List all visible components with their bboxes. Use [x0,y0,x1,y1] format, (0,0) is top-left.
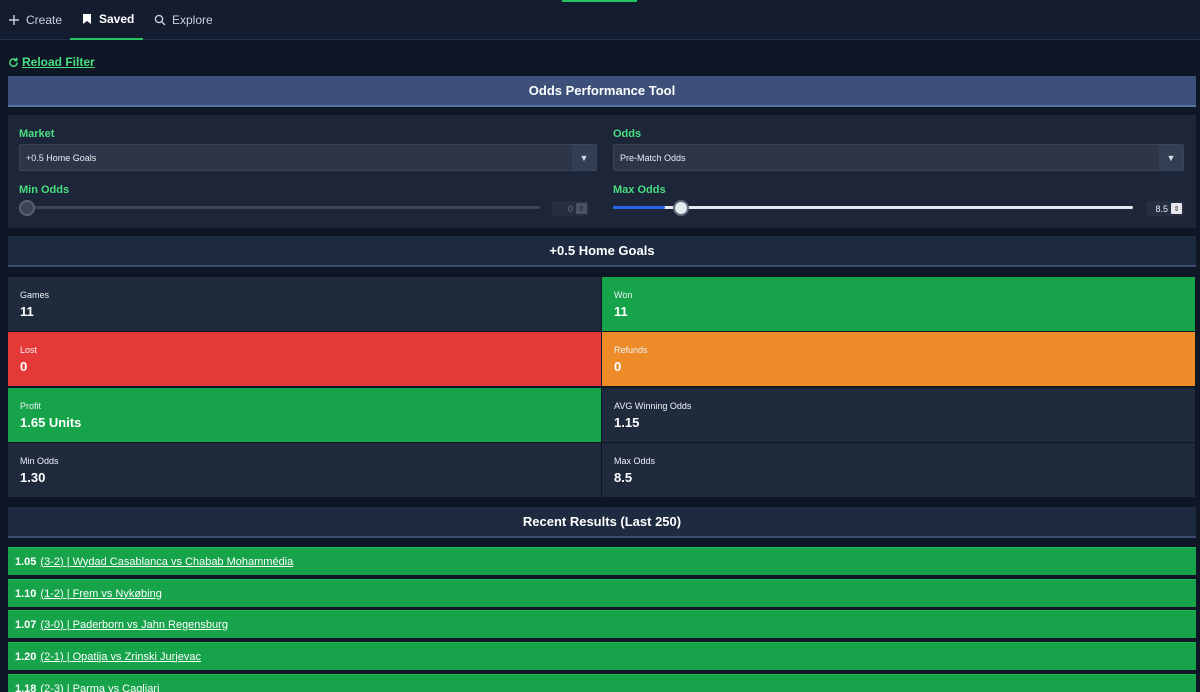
stat-label: Games [20,290,50,300]
result-link[interactable]: (2-3) | Parma vs Cagliari [40,682,160,692]
stat-label: Won [614,290,633,300]
tab-saved[interactable]: Saved [70,0,143,40]
odds-select-value: Pre-Match Odds [620,152,686,163]
bookmark-icon [83,14,91,24]
result-link[interactable]: (1-2) | Frem vs Nykøbing [40,587,162,600]
recent-results-title: Recent Results (Last 250) [8,507,1196,538]
refresh-icon [9,57,18,67]
result-link[interactable]: (2-1) | Opatija vs Zrinski Jurjevac [40,650,201,663]
min-odds-input-value: 0 [567,203,573,214]
result-row[interactable]: 1.10 (1-2) | Frem vs Nykøbing [8,579,1196,607]
stat-label: Lost [20,345,38,355]
stat-card-lost: Lost 0 [8,332,601,386]
stat-card-games: Games 11 [8,277,601,331]
tab-explore-label: Explore [172,13,213,27]
chevron-down-icon: ▼ [1159,145,1183,170]
stat-card-refunds: Refunds 0 [602,332,1195,386]
reload-filter-label: Reload Filter [22,55,95,69]
top-nav: Create Saved Explore [0,0,1200,40]
stat-value: 11 [614,304,628,319]
result-link[interactable]: (3-2) | Wydad Casablanca vs Chabab Moham… [40,555,294,568]
tab-create[interactable]: Create [8,0,62,40]
stat-label: Min Odds [20,456,59,466]
odds-select[interactable]: Pre-Match Odds ▼ [613,144,1184,171]
result-row[interactable]: 1.20 (2-1) | Opatija vs Zrinski Jurjevac [8,642,1196,670]
result-row[interactable]: 1.05 (3-2) | Wydad Casablanca vs Chabab … [8,547,1196,575]
result-row[interactable]: 1.18 (2-3) | Parma vs Cagliari [8,674,1196,692]
result-odds: 1.10 [15,587,37,600]
min-odds-input[interactable]: 0 ⇕ [552,201,589,216]
min-odds-slider-thumb[interactable] [19,200,35,216]
result-row[interactable]: 1.07 (3-0) | Paderborn vs Jahn Regensbur… [8,610,1196,638]
tab-create-label: Create [26,13,63,27]
result-odds: 1.20 [15,650,37,663]
market-select-value: +0.5 Home Goals [26,152,97,163]
reload-filter-link[interactable]: Reload Filter [8,55,95,69]
market-label: Market [19,128,55,140]
chevron-down-icon: ▼ [572,145,596,170]
spinner-icon[interactable]: ⇕ [576,203,587,214]
odds-label: Odds [613,128,642,140]
stat-card-won: Won 11 [602,277,1195,331]
max-odds-input[interactable]: 8.5 ⇕ [1146,201,1184,216]
min-odds-label: Min Odds [19,184,70,196]
stat-value: 1.30 [20,470,46,485]
result-odds: 1.07 [15,618,37,631]
stat-value: 1.65 Units [20,415,82,430]
tab-saved-label: Saved [99,12,135,26]
result-odds: 1.05 [15,555,37,568]
max-odds-slider-track[interactable] [613,206,1133,209]
market-select[interactable]: +0.5 Home Goals ▼ [19,144,597,171]
max-odds-input-value: 8.5 [1155,203,1168,214]
market-section-title: +0.5 Home Goals [8,236,1196,267]
stat-card-profit: Profit 1.65 Units [8,388,601,442]
stat-value: 0 [614,359,622,374]
result-link[interactable]: (3-0) | Paderborn vs Jahn Regensburg [40,618,228,631]
tab-explore[interactable]: Explore [154,0,213,40]
result-odds: 1.18 [15,682,37,692]
max-odds-slider-fill [613,206,665,209]
max-odds-label: Max Odds [613,184,666,196]
stat-card-avg-winning-odds: AVG Winning Odds 1.15 [602,388,1195,442]
plus-icon [9,15,19,25]
nav-accent-bar [562,0,637,2]
stat-value: 0 [20,359,28,374]
stat-label: Refunds [614,345,648,355]
stat-card-max-odds: Max Odds 8.5 [602,443,1195,497]
stat-label: Max Odds [614,456,656,466]
search-icon [154,14,166,26]
stat-label: AVG Winning Odds [614,401,692,411]
filter-panel: Market +0.5 Home Goals ▼ Odds Pre-Match … [8,115,1196,228]
stat-value: 8.5 [614,470,633,485]
stat-label: Profit [20,401,42,411]
stat-card-min-odds: Min Odds 1.30 [8,443,601,497]
page-title: Odds Performance Tool [8,76,1196,107]
spinner-icon[interactable]: ⇕ [1171,203,1182,214]
min-odds-slider-track[interactable] [19,206,540,209]
stat-value: 11 [20,304,34,319]
stat-value: 1.15 [614,415,640,430]
max-odds-slider-thumb[interactable] [673,200,689,216]
